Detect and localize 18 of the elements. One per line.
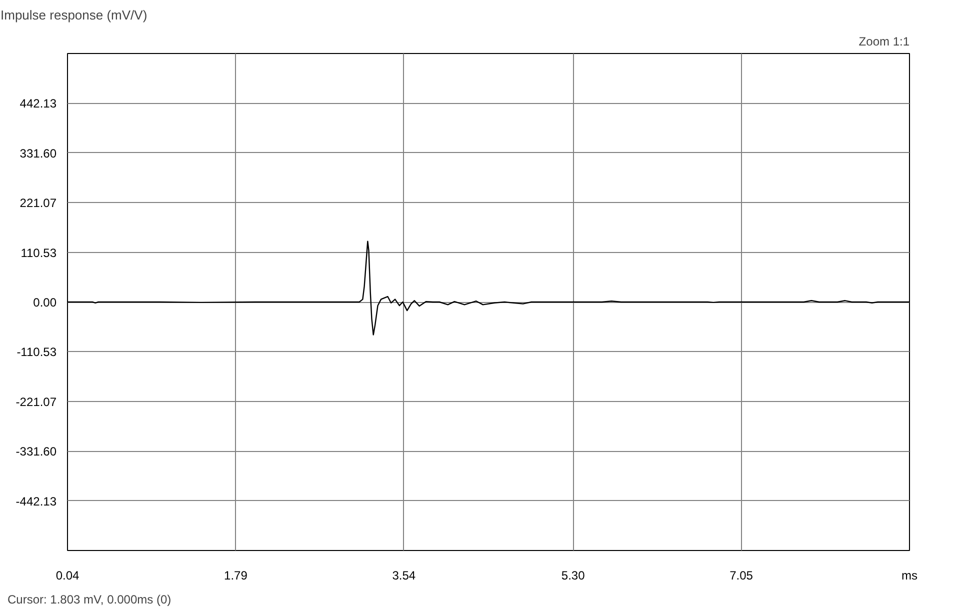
y-tick-label: 331.60 bbox=[20, 146, 57, 160]
y-tick-label: -221.07 bbox=[16, 394, 57, 409]
x-tick-label: 1.79 bbox=[224, 568, 248, 582]
x-tick-label: ms bbox=[902, 568, 918, 582]
y-tick-label: -331.60 bbox=[16, 444, 57, 459]
x-tick-label: 7.05 bbox=[730, 568, 754, 582]
y-tick-label: 0.00 bbox=[33, 296, 57, 310]
y-tick-label: -110.53 bbox=[16, 345, 57, 360]
x-tick-label: 3.54 bbox=[392, 568, 416, 582]
text: Zoom 1:1 bbox=[858, 34, 910, 48]
x-tick-label: 5.30 bbox=[561, 568, 586, 582]
x-tick-label: 0.04 bbox=[56, 568, 80, 582]
text: Cursor: 1.803 mV, 0.000ms (0) bbox=[8, 592, 172, 606]
chart-title: Impulse response (mV/V) bbox=[0, 8, 148, 22]
y-tick-label: 110.53 bbox=[20, 246, 57, 260]
y-tick-label: 221.07 bbox=[20, 196, 57, 210]
y-tick-label: -442.13 bbox=[16, 494, 57, 508]
y-tick-label: 442.13 bbox=[20, 96, 57, 111]
